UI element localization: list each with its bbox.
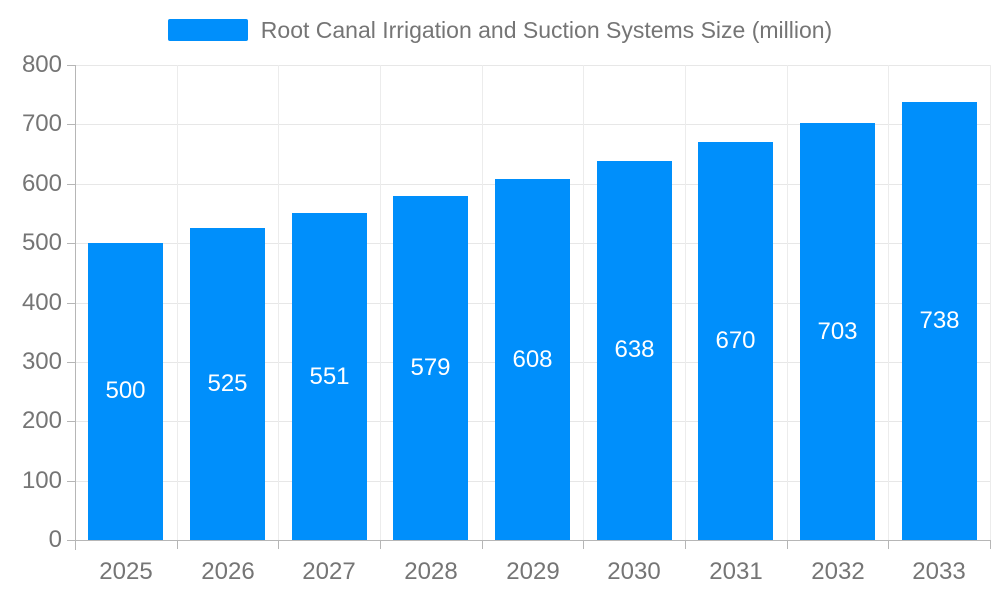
x-axis-label: 2030 — [607, 558, 661, 585]
bar-value-label: 703 — [817, 318, 858, 345]
x-axis-tick — [787, 540, 788, 549]
gridline-vertical — [685, 65, 686, 540]
y-axis-label: 500 — [21, 229, 62, 256]
y-axis-tick — [67, 362, 75, 363]
x-axis-tick — [278, 540, 279, 549]
y-axis-label: 300 — [21, 348, 62, 375]
legend-marker — [167, 19, 248, 41]
y-axis-line — [75, 65, 76, 550]
bar-value-label: 500 — [105, 377, 146, 404]
x-axis-label: 2027 — [302, 558, 356, 585]
bar-value-label: 670 — [715, 327, 756, 354]
y-axis-tick — [67, 303, 75, 304]
y-axis-label: 700 — [21, 110, 62, 137]
y-axis-tick — [67, 421, 75, 422]
x-axis-line — [75, 540, 990, 541]
legend-label: Root Canal Irrigation and Suction System… — [260, 17, 833, 43]
gridline-vertical — [583, 65, 584, 540]
y-axis-label: 200 — [21, 407, 62, 434]
gridline-vertical — [278, 65, 279, 540]
gridline-vertical — [482, 65, 483, 540]
y-axis-label: 100 — [21, 467, 62, 494]
y-axis-label: 600 — [21, 170, 62, 197]
x-axis-label: 2032 — [811, 558, 865, 585]
y-axis-tick — [67, 184, 75, 185]
y-axis-tick — [67, 481, 75, 482]
bar-value-label: 579 — [410, 354, 451, 381]
gridline-horizontal — [75, 65, 990, 66]
gridline-vertical — [990, 65, 991, 540]
bar-2027[interactable]: 551 — [292, 213, 367, 540]
x-axis-label: 2033 — [912, 558, 966, 585]
x-axis-tick — [177, 540, 178, 549]
gridline-vertical — [888, 65, 889, 540]
y-axis-tick — [67, 124, 75, 125]
x-axis-tick — [380, 540, 381, 549]
y-axis-tick — [67, 65, 75, 66]
x-axis-label: 2025 — [99, 558, 153, 585]
x-axis-tick — [583, 540, 584, 549]
gridline-vertical — [787, 65, 788, 540]
bar-2026[interactable]: 525 — [190, 228, 265, 540]
x-axis-label: 2026 — [201, 558, 255, 585]
x-axis-label: 2029 — [506, 558, 560, 585]
x-axis-label: 2028 — [404, 558, 458, 585]
y-axis-tick — [67, 243, 75, 244]
gridline-vertical — [380, 65, 381, 540]
bar-2028[interactable]: 579 — [393, 196, 468, 540]
bar-value-label: 525 — [207, 370, 248, 397]
bar-2025[interactable]: 500 — [88, 243, 163, 540]
bar-value-label: 608 — [512, 346, 553, 373]
x-axis-label: 2031 — [709, 558, 763, 585]
legend[interactable]: Root Canal Irrigation and Suction System… — [0, 17, 1000, 43]
y-axis-tick — [67, 540, 75, 541]
x-axis-tick — [888, 540, 889, 549]
x-axis-tick — [482, 540, 483, 549]
bar-2029[interactable]: 608 — [495, 179, 570, 540]
y-axis-label: 0 — [48, 526, 62, 553]
bar-2033[interactable]: 738 — [902, 102, 977, 540]
bar-2030[interactable]: 638 — [597, 161, 672, 540]
bar-value-label: 551 — [309, 363, 350, 390]
y-axis-label: 800 — [21, 51, 62, 78]
x-axis-tick — [685, 540, 686, 549]
bar-value-label: 738 — [919, 307, 960, 334]
bar-value-label: 638 — [614, 336, 655, 363]
y-axis-label: 400 — [21, 289, 62, 316]
gridline-vertical — [177, 65, 178, 540]
bar-2032[interactable]: 703 — [800, 123, 875, 540]
bar-2031[interactable]: 670 — [698, 142, 773, 540]
x-axis-tick — [990, 540, 991, 549]
gridline-horizontal — [75, 124, 990, 125]
